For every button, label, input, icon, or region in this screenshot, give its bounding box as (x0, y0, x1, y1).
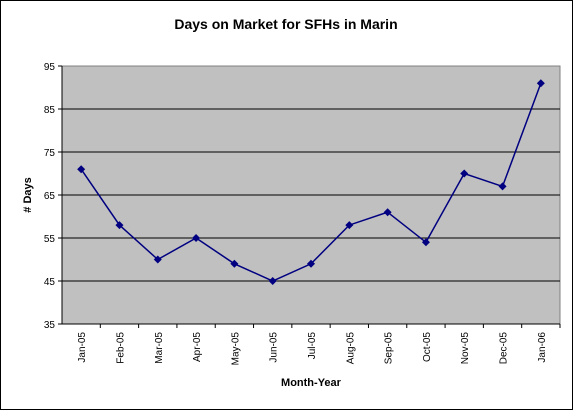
y-tick-label: 65 (44, 191, 56, 202)
data-point (192, 234, 201, 242)
y-tick-labels: 35 45 55 65 75 85 95 (44, 62, 56, 331)
series (77, 79, 545, 285)
data-point (345, 221, 354, 230)
x-tick-label: Nov-05 (460, 332, 471, 365)
y-tick-label: 35 (44, 320, 56, 331)
x-tick-label: Mar-05 (154, 332, 165, 364)
data-point (115, 221, 124, 230)
x-tick-label: May-05 (230, 332, 241, 366)
y-axis-title: # Days (22, 177, 34, 212)
x-tick-label: Sep-05 (384, 332, 395, 365)
x-axis-title: Month-Year (281, 377, 342, 389)
y-tick-label: 55 (44, 234, 56, 245)
x-tick-label: Jan-05 (77, 332, 88, 363)
x-tick-labels: Jan-05 Feb-05 Mar-05 Apr-05 May-05 Jun-05 Jul-… (77, 332, 548, 366)
y-tick-label: 95 (44, 62, 56, 73)
x-tick-label: Jan-06 (537, 332, 548, 363)
data-point (421, 238, 430, 247)
data-point (383, 208, 392, 217)
x-tick-label: Aug-05 (345, 332, 356, 365)
data-point (153, 255, 162, 264)
data-point (268, 277, 277, 285)
data-point (77, 165, 86, 174)
y-tick-label: 85 (44, 105, 56, 116)
data-point (536, 79, 545, 88)
data-point (307, 259, 315, 268)
x-tick-label: Jul-05 (307, 332, 318, 360)
y-tick-label: 75 (44, 148, 56, 159)
data-point (460, 169, 469, 178)
x-tick-label: Oct-05 (422, 332, 433, 362)
chart-title: Days on Market for SFHs in Marin (174, 16, 397, 32)
x-tick-label: Jun-05 (269, 332, 280, 363)
x-tick-label: Dec-05 (499, 332, 510, 365)
x-tick-label: Apr-05 (192, 332, 203, 362)
data-point (230, 259, 239, 268)
gridlines (58, 65, 561, 328)
y-tick-label: 45 (44, 277, 56, 288)
data-point (498, 182, 507, 191)
x-tick-label: Feb-05 (115, 332, 126, 364)
